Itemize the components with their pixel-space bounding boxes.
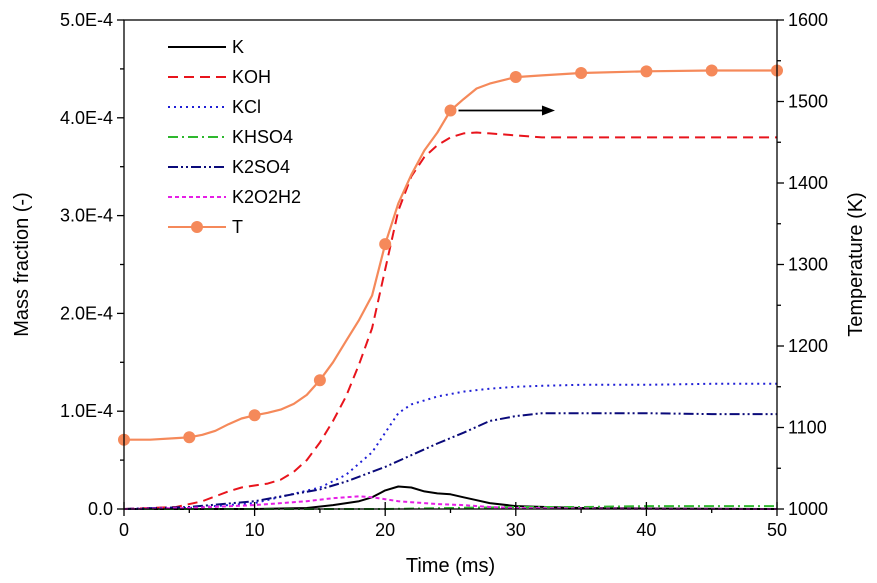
y-axis-title: Mass fraction (-)	[11, 192, 33, 336]
legend-label: KHSO4	[232, 127, 293, 147]
legend-item: T	[168, 217, 243, 237]
series-marker-t	[705, 64, 718, 77]
legend-item: KOH	[168, 67, 271, 87]
legend-item: K2O2H2	[168, 187, 301, 207]
x-tick-label: 30	[506, 520, 526, 540]
plot-border	[123, 19, 778, 510]
x-tick-label: 50	[767, 520, 787, 540]
series-marker-t	[379, 238, 392, 251]
legend-item: K2SO4	[168, 157, 290, 177]
series-line-t	[124, 69, 777, 441]
x-axis-title: Time (ms)	[406, 555, 495, 577]
series-line-k2o2h2	[123, 495, 778, 510]
plot-marks	[118, 64, 783, 510]
y2-tick-label: 1400	[788, 173, 828, 193]
y-tick-label: 2.0E-4	[60, 303, 113, 323]
y-tick-label: 1.0E-4	[60, 401, 113, 421]
legend-marker	[191, 221, 203, 233]
legend: K KOH KCl KHSO4 K2SO4 K2O2H2 T	[168, 37, 301, 237]
legend-label: T	[232, 217, 243, 237]
series-marker-t	[575, 66, 588, 79]
y2-tick-label: 1100	[788, 418, 827, 438]
x-tick-label: 0	[119, 520, 129, 540]
series-line-koh	[123, 131, 777, 510]
series-line-khso4	[124, 505, 777, 510]
x-tick-label: 40	[636, 520, 656, 540]
x-tick-label: 10	[245, 520, 265, 540]
y2-tick-label: 1600	[788, 10, 828, 30]
legend-label: K2O2H2	[232, 187, 301, 207]
legend-label: KCl	[232, 97, 261, 117]
y2-axis-title: Temperature (K)	[845, 192, 867, 337]
series-marker-t	[444, 104, 457, 117]
series-line-kcl	[123, 382, 777, 510]
series-marker-t	[509, 71, 522, 84]
y2-tick-label: 1500	[788, 92, 828, 112]
legend-item: K	[168, 37, 244, 57]
y2-tick-label: 1300	[788, 255, 828, 275]
plot-frame	[123, 19, 778, 510]
series-marker-t	[640, 65, 653, 78]
x-tick-label: 20	[375, 520, 395, 540]
legend-item: KHSO4	[168, 127, 293, 147]
y-tick-label: 4.0E-4	[60, 108, 113, 128]
y2-tick-label: 1000	[788, 499, 828, 519]
y-tick-label: 0.0	[88, 499, 113, 519]
legend-label: K2SO4	[232, 157, 290, 177]
y-tick-label: 5.0E-4	[60, 10, 113, 30]
y-tick-label: 3.0E-4	[60, 206, 113, 226]
series-marker-t	[313, 374, 326, 387]
legend-item: KCl	[168, 97, 261, 117]
series-marker-t	[183, 431, 196, 444]
legend-label: K	[232, 37, 244, 57]
ticks: 0 10 20 30 40 50 0.0 1.0E-4 2.0E-4 3.0E-4 4.0E-4 5.…	[60, 10, 828, 540]
series-marker-t	[248, 409, 261, 422]
legend-label: KOH	[232, 67, 271, 87]
annotation-arrow-head	[541, 105, 555, 116]
y2-tick-label: 1200	[788, 336, 828, 356]
series-line-k2so4	[123, 412, 777, 510]
